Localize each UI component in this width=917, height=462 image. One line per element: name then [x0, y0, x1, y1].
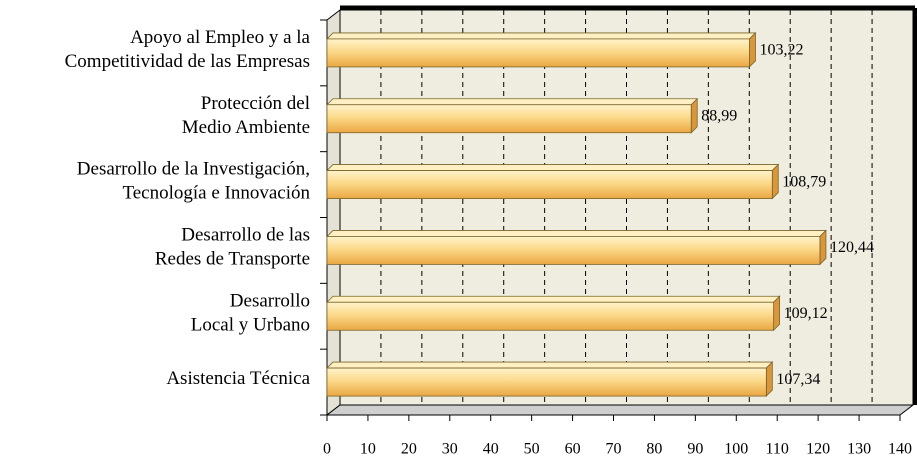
- bar: [326, 104, 692, 134]
- y-tick-label: Desarrollo de la Investigación, Tecnologí…: [77, 159, 311, 204]
- bar-side: [765, 361, 773, 398]
- bar-top: [326, 32, 757, 40]
- x-tick-label: 20: [401, 441, 417, 458]
- bar-side: [690, 97, 698, 134]
- bar: [326, 170, 773, 199]
- x-tick-label: 30: [442, 441, 458, 458]
- bar-top: [326, 98, 699, 106]
- bar-side: [749, 31, 756, 68]
- value-label: 108,79: [782, 173, 826, 190]
- bar-side: [773, 295, 781, 332]
- value-label: 88,99: [701, 107, 737, 124]
- x-tick-label: 70: [606, 441, 622, 458]
- y-tick-label: Protección del Medio Ambiente: [182, 93, 310, 138]
- x-tick-label: 120: [806, 441, 830, 458]
- left-wall: [326, 8, 341, 417]
- y-tick-label: Apoyo al Empleo y a la Competitividad de …: [65, 27, 311, 72]
- bar-top: [326, 164, 780, 171]
- bar-side: [771, 163, 779, 200]
- bar: [326, 236, 821, 265]
- value-label: 120,44: [830, 239, 874, 256]
- y-tick-label: Asistencia Técnica: [166, 368, 310, 389]
- y-tick-label: Desarrollo Local y Urbano: [191, 291, 310, 336]
- value-label: 103,22: [759, 42, 803, 59]
- value-label: 109,12: [784, 305, 828, 322]
- floor: [325, 404, 915, 416]
- y-tick-label: Desarrollo de las Redes de Transporte: [155, 225, 310, 270]
- bar: [326, 38, 750, 68]
- bar-side: [819, 229, 827, 266]
- x-tick-label: 40: [483, 441, 499, 458]
- x-tick-label: 0: [323, 441, 331, 458]
- bar: [326, 301, 775, 331]
- x-tick-label: 110: [766, 441, 789, 458]
- x-tick-label: 90: [687, 441, 703, 458]
- x-tick-label: 80: [646, 441, 662, 458]
- bar-top: [326, 230, 827, 237]
- x-tick-label: 10: [360, 441, 376, 458]
- x-tick-label: 140: [888, 441, 912, 458]
- bar-top: [326, 361, 774, 369]
- x-tick-label: 60: [565, 441, 581, 458]
- x-tick-label: 50: [524, 441, 540, 458]
- bar: [326, 367, 767, 397]
- bar-top: [326, 295, 781, 303]
- x-tick-label: 100: [724, 441, 748, 458]
- x-tick-label: 130: [847, 441, 871, 458]
- value-label: 107,34: [776, 371, 820, 388]
